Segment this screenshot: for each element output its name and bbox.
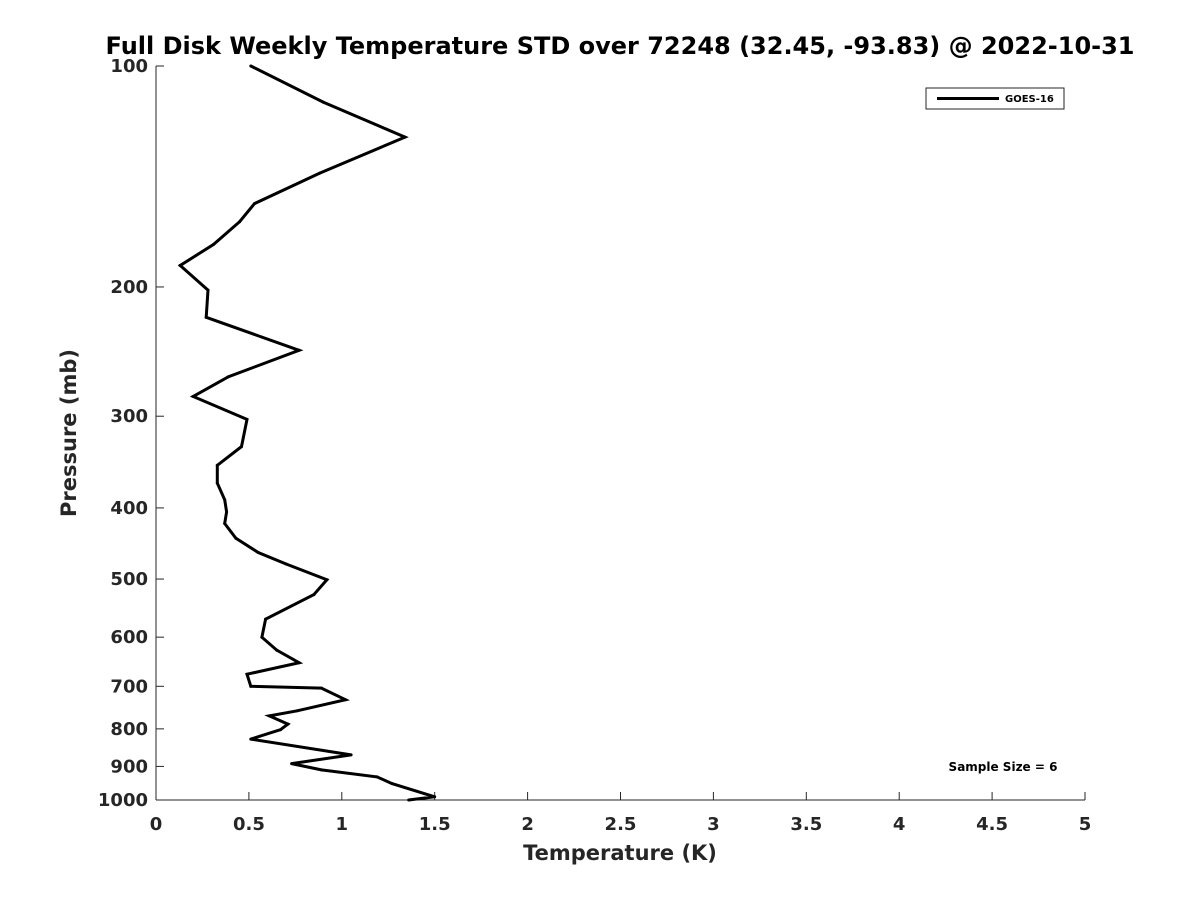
data-point: [297, 661, 301, 665]
y-tick-label: 200: [110, 277, 148, 298]
data-point: [234, 536, 238, 540]
y-tick-label: 500: [110, 569, 148, 590]
data-point: [245, 672, 249, 676]
data-point: [403, 135, 407, 139]
data-point: [433, 795, 437, 799]
chart-title: Full Disk Weekly Temperature STD over 72…: [106, 32, 1135, 60]
x-tick-label: 4.5: [976, 814, 1008, 835]
data-point: [275, 648, 279, 652]
data-point: [321, 100, 325, 104]
data-point: [319, 686, 323, 690]
data-point: [297, 348, 301, 352]
data-point: [249, 684, 253, 688]
x-tick-label: 2.5: [605, 814, 637, 835]
data-point: [240, 445, 243, 449]
data-point: [318, 171, 321, 175]
data-point: [249, 737, 253, 741]
x-tick-label: 3: [707, 814, 720, 835]
data-point: [375, 775, 379, 779]
y-tick-label: 900: [110, 756, 148, 777]
sample-size-annotation: Sample Size = 6: [949, 760, 1058, 774]
data-point: [264, 617, 268, 621]
data-point: [215, 481, 219, 485]
y-tick-label: 300: [110, 406, 148, 427]
data-point: [215, 463, 219, 467]
data-point: [238, 220, 242, 224]
data-point: [212, 242, 216, 246]
data-point: [407, 798, 411, 802]
x-tick-label: 1: [336, 814, 349, 835]
y-axis-label: Pressure (mb): [57, 349, 81, 517]
data-point: [344, 698, 347, 702]
y-tick-label: 700: [110, 676, 148, 697]
x-tick-label: 3.5: [790, 814, 822, 835]
x-tick-label: 1.5: [419, 814, 451, 835]
data-point: [191, 395, 195, 398]
data-point: [249, 64, 253, 68]
data-point: [279, 728, 282, 732]
data-point: [286, 722, 290, 726]
data-point: [245, 417, 249, 421]
y-axis-ticks: 100 200 300 400 500 600 700 800 900 1000: [98, 56, 164, 811]
y-tick-label: 800: [110, 719, 148, 740]
x-tick-label: 2: [521, 814, 534, 835]
data-point: [390, 782, 394, 786]
y-tick-label: 100: [110, 56, 148, 77]
data-point: [206, 288, 210, 292]
y-tick-label: 600: [110, 627, 148, 648]
data-point: [260, 635, 264, 639]
x-axis-ticks: 0 0.5 1 1.5 2 2.5 3 3.5 4 4.5 5: [150, 792, 1092, 835]
series-layer: [177, 64, 437, 802]
data-point: [223, 498, 227, 502]
x-tick-label: 0.5: [233, 814, 265, 835]
data-point: [178, 264, 182, 267]
data-point: [204, 315, 208, 319]
x-tick-label: 4: [893, 814, 906, 835]
data-point: [319, 768, 323, 772]
data-point: [267, 714, 271, 718]
data-point: [256, 551, 260, 554]
x-tick-label: 0: [150, 814, 163, 835]
data-point: [290, 762, 294, 766]
data-point: [223, 522, 227, 525]
y-tick-label: 400: [110, 498, 148, 519]
data-point: [253, 202, 256, 206]
data-point: [325, 578, 329, 582]
data-point: [312, 593, 316, 597]
legend-label-goes16: GOES-16: [1005, 94, 1054, 105]
data-point: [295, 709, 299, 713]
data-point: [284, 562, 288, 566]
data-point: [349, 753, 353, 757]
data-point: [225, 510, 229, 514]
x-tick-label: 5: [1079, 814, 1092, 835]
y-tick-label: 1000: [98, 790, 148, 811]
legend: GOES-16: [925, 87, 1065, 110]
data-point: [227, 375, 230, 379]
x-axis-label: Temperature (K): [523, 841, 717, 865]
